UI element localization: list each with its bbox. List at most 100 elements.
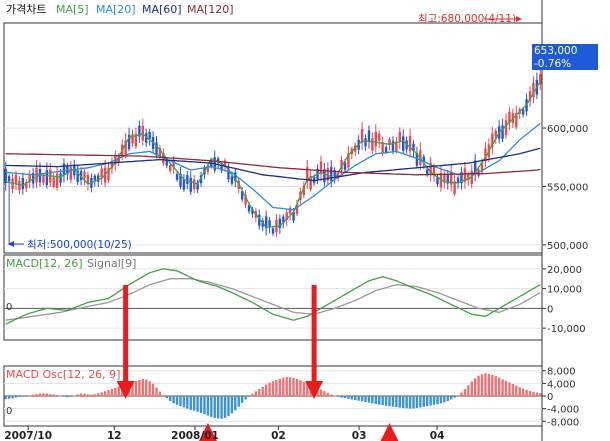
osc-bar-positive [299,380,302,396]
candle-body [186,175,189,184]
osc-bar-positive [151,383,155,396]
osc-bar-positive [467,385,470,396]
osc-bar-negative [408,396,412,409]
candle-body [528,91,532,102]
osc-bar-negative [340,396,343,398]
osc-bar-positive [494,376,497,396]
price-tick-label: 500,000 [547,241,588,252]
ma120-line [5,153,541,176]
osc-bar-negative [388,396,391,407]
candle-body [52,177,55,187]
price-tick-label: 600,000 [547,124,588,135]
candle-body [21,177,25,190]
osc-bar-negative [378,396,381,405]
high-annotation: 최고:680,000(4/11) [418,13,516,25]
candle-body [264,216,268,229]
osc-bar-negative [234,396,237,411]
osc-bar-positive [100,392,103,396]
osc-bar-positive [35,394,38,396]
osc-bar-positive [145,379,148,396]
legend-signal: Signal[9] [87,257,136,270]
signal-arrow-down-shaft [123,285,129,383]
low-annotation: 최저:500,000(10/25) [27,239,132,251]
candle-body [97,175,100,182]
legend-macd: MACD[12, 26] [6,257,83,270]
candle-body [343,162,347,170]
candle-body [340,160,343,170]
candle-body [42,176,45,183]
osc-bar-positive [330,394,333,396]
osc-bar-positive [508,382,511,396]
osc-bar-positive [42,393,45,396]
osc-bar-negative [14,396,18,398]
candle-body [285,212,288,221]
osc-bar-positive [251,393,254,396]
macd-osc-bars [4,373,542,419]
osc-bar-positive [261,386,264,396]
osc-bar-negative [398,396,401,408]
candle-body [69,167,73,180]
osc-bar-negative [7,396,11,399]
osc-bar-negative [360,396,364,402]
candle-body [333,169,336,177]
price-tick-label: 550,000 [547,182,588,193]
signal-arrow-up-head [380,423,399,441]
candle-body [234,172,237,182]
price-gridlines [4,127,542,246]
candle-body [117,155,120,163]
y-axis-ticks: 600,000 550,000 500,000 20,000 10,000 0 -10,00… [542,124,588,428]
candle-body [504,120,508,135]
candle-body [55,173,59,188]
candle-body [456,177,460,183]
osc-bar-positive [539,393,542,396]
osc-bar-negative [220,396,223,419]
candle-body [398,131,401,142]
osc-bar-negative [429,396,432,406]
osc-bar-positive [525,390,528,396]
candle-body [446,174,449,184]
candle-body [247,204,251,212]
osc-bar-negative [402,396,405,408]
macd-tick-label: 10,000 [547,285,582,296]
osc-bar-positive [456,395,460,397]
osc-bar-positive [55,395,59,396]
osc-bar-negative [350,396,354,400]
candle-body [155,142,158,156]
candle-body [45,169,49,186]
osc-bar-positive [31,394,35,396]
candle-body [319,161,323,175]
osc-bar-negative [189,396,192,410]
candle-body [172,159,175,168]
candle-body [223,160,227,166]
candle-body [59,173,62,183]
osc-bar-negative [347,396,350,399]
osc-bar-positive [83,393,86,396]
candle-body [467,174,470,181]
x-tick-label: 03 [352,430,367,441]
candle-body [326,168,330,181]
macd-gridlines [4,268,542,329]
osc-bar-positive [28,395,31,397]
osc-bar-positive [532,391,535,396]
osc-bar-positive [59,395,62,397]
candle-body [473,160,477,175]
osc-bar-positive [460,392,463,396]
change-pct-box [532,57,598,70]
osc-bar-negative [436,396,439,405]
candle-body [158,148,162,157]
osc-bar-positive [326,392,330,396]
candle-body [86,175,90,184]
osc-bar-positive [278,378,282,396]
osc-bar-negative [216,396,220,419]
macd-line [5,268,541,325]
candle-body [35,167,38,183]
osc-bar-positive [497,377,501,396]
osc-bar-positive [323,391,326,396]
osc-zero-label: 0 [6,406,12,417]
candle-body [14,174,18,184]
osc-bar-negative [446,396,449,402]
osc-bar-positive [162,395,165,396]
candle-body [367,130,371,142]
osc-bar-positive [90,394,93,396]
x-tick-label: 12 [107,430,122,441]
